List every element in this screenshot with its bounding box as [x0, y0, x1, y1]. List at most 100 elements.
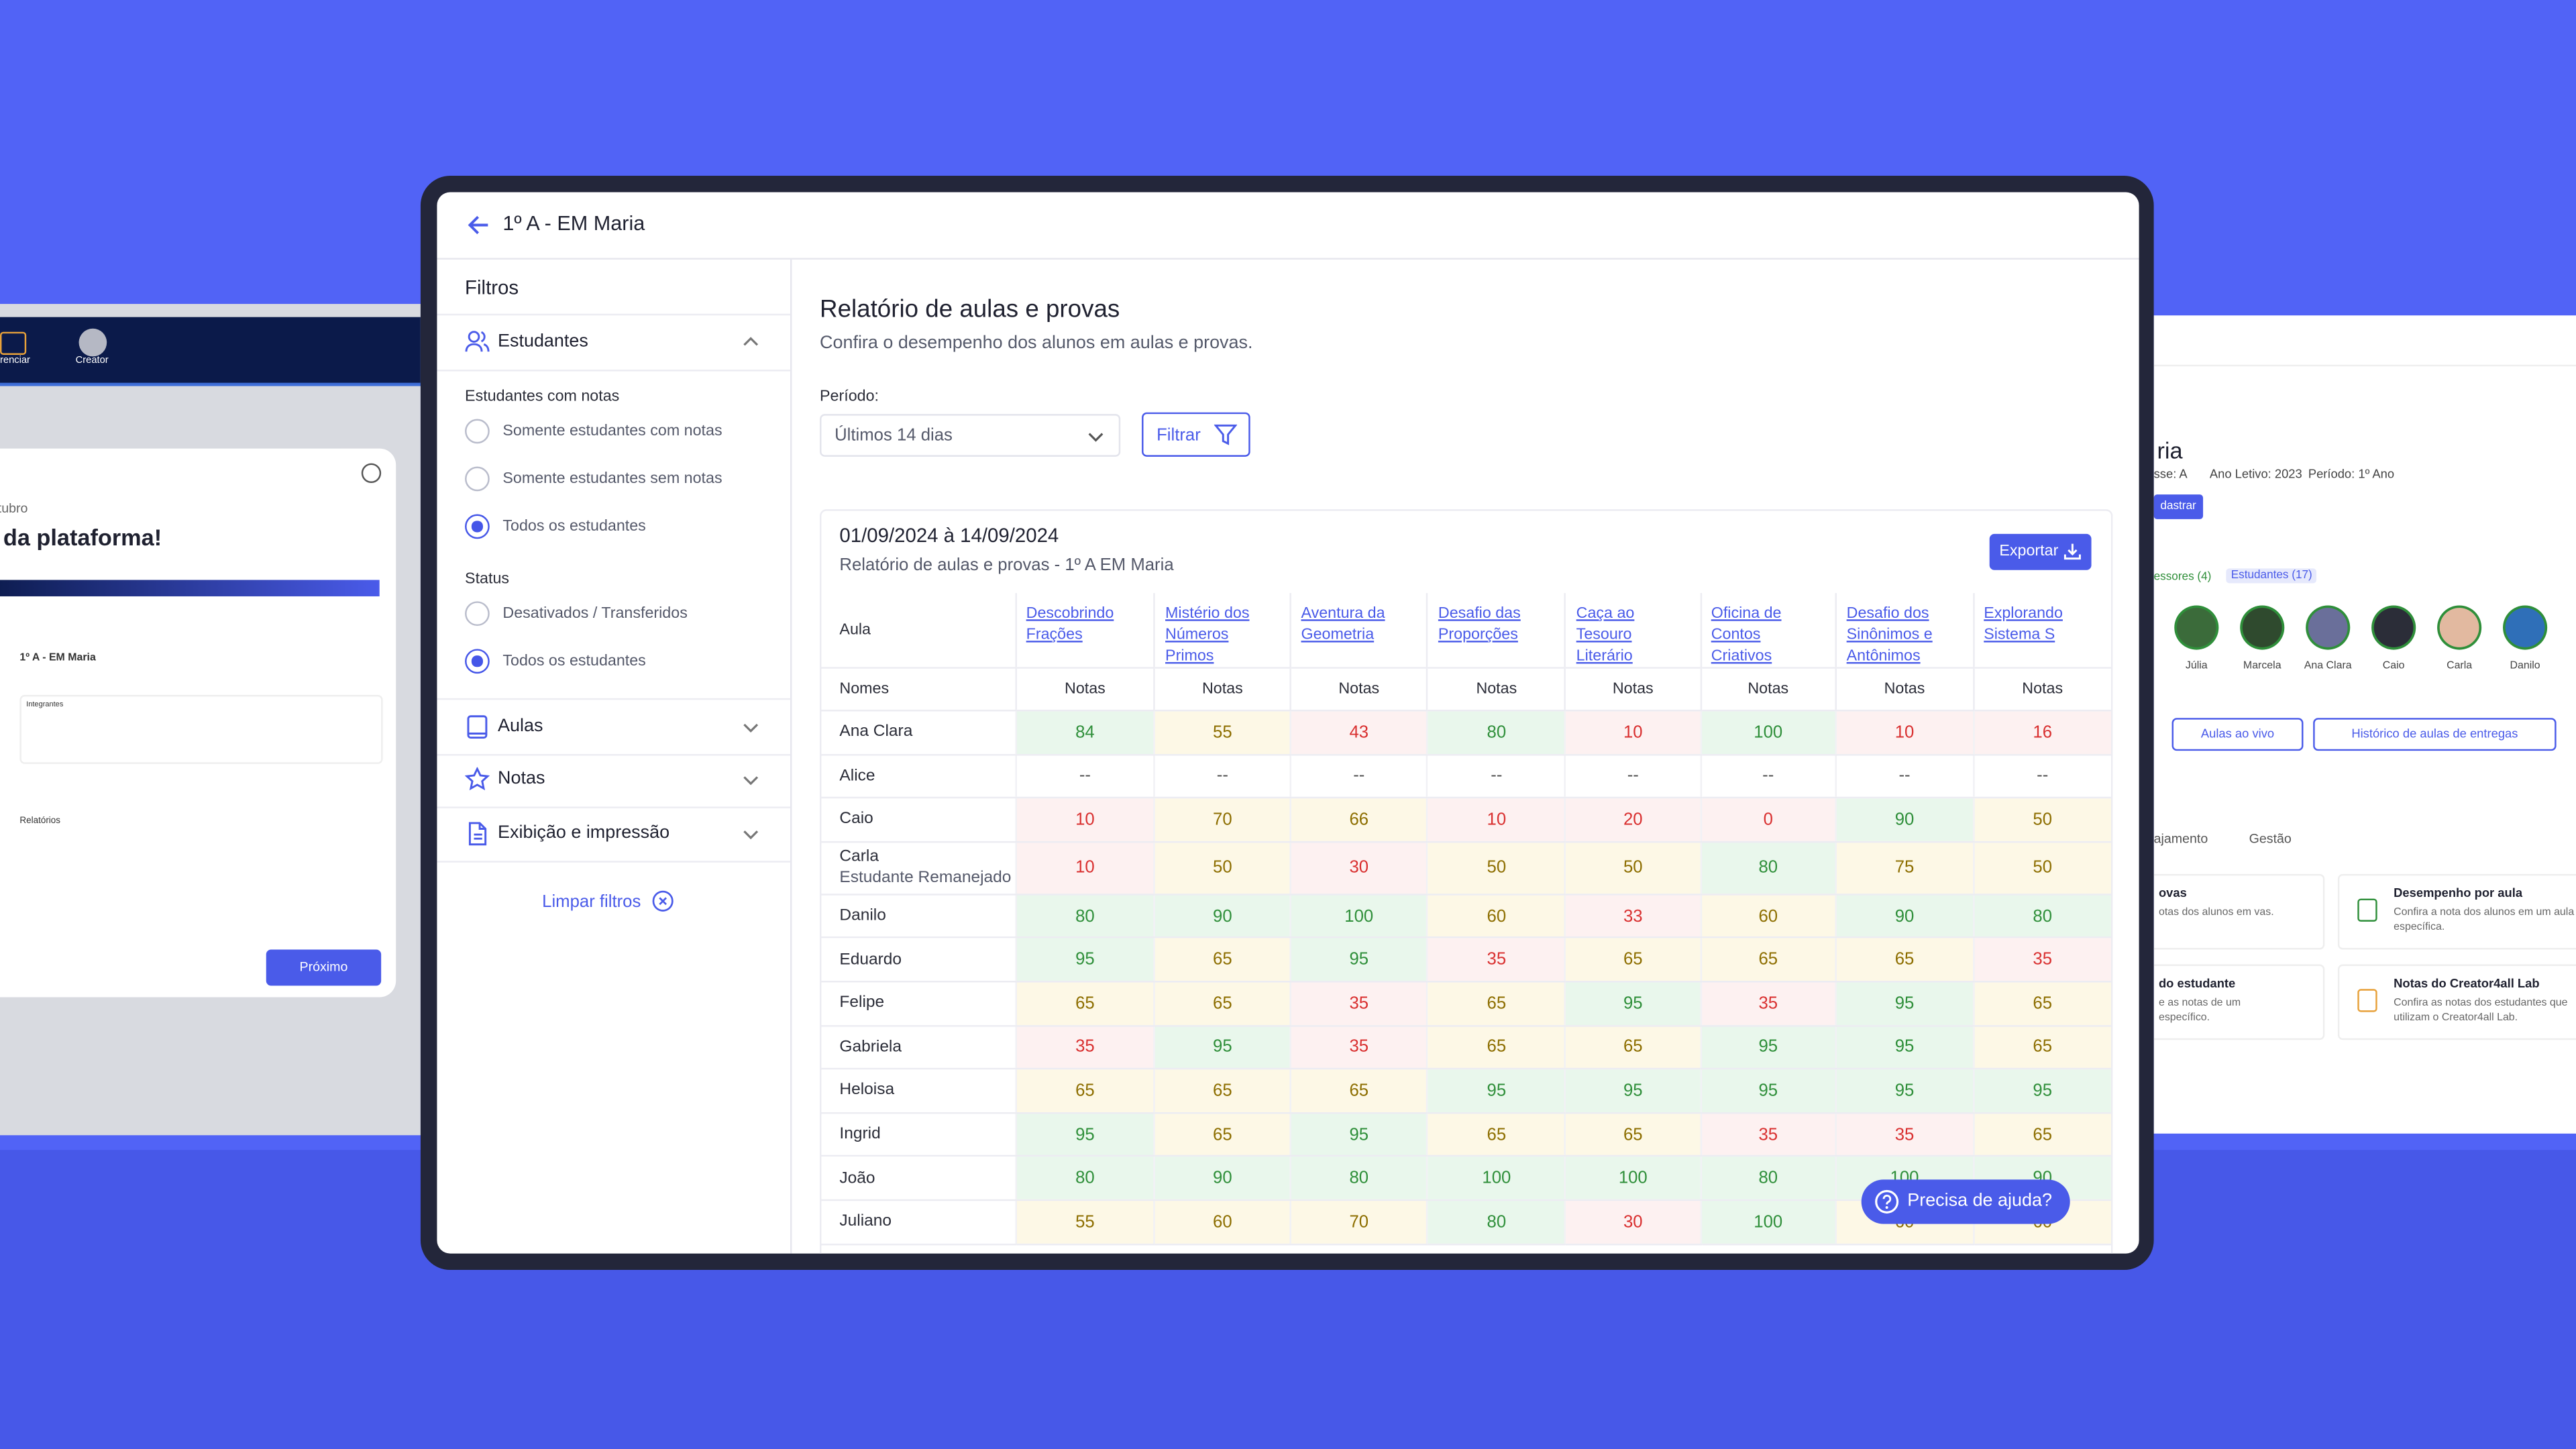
grade-cell: 95: [1564, 1069, 1701, 1114]
help-icon: [1875, 1189, 1899, 1214]
register-button[interactable]: dastrar: [2153, 494, 2203, 519]
next-button[interactable]: Próximo: [266, 949, 382, 986]
radio[interactable]: [465, 601, 490, 627]
grade-cell: 100: [1699, 710, 1836, 755]
lesson-link[interactable]: Desafio das Proporções: [1426, 593, 1566, 669]
grade-cell: 70: [1153, 798, 1291, 843]
report-card[interactable]: Notas do Creator4all Lab Confira as notas…: [2337, 964, 2576, 1040]
action-button[interactable]: Aulas ao vivo: [2171, 718, 2304, 751]
grade-cell: 50: [1972, 841, 2111, 896]
section-icon: [467, 715, 488, 739]
icon-part: [465, 767, 490, 791]
mini-reports: Relatórios: [19, 816, 61, 826]
student-name: Gabriela: [839, 1038, 902, 1057]
grade-cell: 30: [1564, 1199, 1701, 1245]
filter-button[interactable]: Filtrar: [1142, 412, 1250, 457]
tab[interactable]: Estudantes (17): [2226, 568, 2318, 584]
grade-cell: 50: [1972, 798, 2111, 843]
header-row: Aula Descobrindo Frações Mistério dos Núme…: [821, 593, 2111, 669]
student-cell: Felipe: [821, 981, 1016, 1026]
tab[interactable]: essores (4): [2153, 572, 2212, 584]
nav-item: Creator: [75, 356, 109, 367]
icon-part: [743, 776, 759, 786]
left-mockup: renciar Creator Outubro da plataforma! 1…: [0, 304, 421, 1136]
chevron-up: [743, 337, 759, 346]
student-name: Caio: [839, 810, 873, 829]
grade-cell: 90: [1153, 1156, 1291, 1201]
lesson-link[interactable]: Aventura da Geometria: [1289, 593, 1428, 669]
filter-section[interactable]: Aulas: [437, 698, 790, 756]
student-cell: Gabriela: [821, 1025, 1016, 1070]
icon-part: [1088, 433, 1104, 442]
icon-part: [652, 890, 674, 912]
student-row: Alice -- -- -- -- -- -- -- --: [821, 754, 2111, 799]
student-cell: Alice: [821, 754, 1016, 799]
report-card[interactable]: do estudante e as notas de um específico.: [2153, 964, 2325, 1040]
help-button[interactable]: Precisa de ajuda?: [1861, 1179, 2070, 1224]
radio[interactable]: [465, 419, 490, 444]
back-arrow[interactable]: [467, 213, 490, 236]
report-tab[interactable]: ajamento: [2153, 831, 2208, 847]
grade-cell: 95: [1835, 981, 1974, 1026]
grade-cell: 50: [1153, 841, 1291, 896]
grade-cell: 20: [1564, 798, 1701, 843]
grade-cell: 80: [1289, 1156, 1428, 1201]
radio-label: Desativados / Transferidos: [502, 604, 688, 623]
lesson-link[interactable]: Descobrindo Frações: [1014, 593, 1155, 669]
lesson-link[interactable]: Desafio dos Sinônimos e Antônimos: [1835, 593, 1974, 669]
students-section[interactable]: Estudantes: [437, 313, 790, 372]
lesson-link[interactable]: Mistério dos Números Primos: [1153, 593, 1291, 669]
radio-label: Todos os estudantes: [502, 652, 646, 671]
lesson-link[interactable]: Explorando Sistema S: [1972, 593, 2111, 669]
grade-cell: 55: [1014, 1199, 1155, 1245]
nav-icon: [0, 331, 27, 355]
lesson-link[interactable]: Caça ao Tesouro Literário: [1564, 593, 1701, 669]
student-row: Felipe 65 65 35 65 95 35 95 65: [821, 981, 2111, 1026]
filter-section[interactable]: Exibição e impressão: [437, 806, 790, 863]
export-button[interactable]: Exportar: [1989, 533, 2092, 570]
student-name: Carla: [2447, 660, 2473, 672]
grades-table: Aula Descobrindo Frações Mistério dos Núme…: [821, 593, 2111, 1245]
report-card[interactable]: ovas otas dos alunos em vas.: [2153, 873, 2325, 950]
grade-cell: 70: [1289, 1199, 1428, 1245]
card-title: Notas do Creator4all Lab: [2394, 975, 2540, 991]
nav-avatar: [78, 328, 107, 357]
filter-label: Filtrar: [1157, 425, 1201, 445]
grade-cell: 65: [1289, 1069, 1428, 1114]
clear-icon: [652, 890, 674, 912]
action-button[interactable]: Histórico de aulas de entregas: [2313, 718, 2557, 751]
icon-part: [743, 723, 759, 733]
student-name: Felipe: [839, 994, 885, 1013]
grade-cell: 50: [1564, 841, 1701, 896]
grade-label: Notas: [1564, 667, 1701, 712]
period-select[interactable]: Últimos 14 dias: [820, 414, 1121, 457]
lesson-label: Aula: [821, 593, 1016, 669]
grade-cell: 65: [1426, 981, 1566, 1026]
radio[interactable]: [465, 649, 490, 674]
grade-cell: 80: [1699, 1156, 1836, 1201]
grade-cell: 60: [1699, 894, 1836, 939]
grade-cell: 10: [1564, 710, 1701, 755]
close-icon[interactable]: [361, 463, 382, 484]
report-tab[interactable]: Gestão: [2249, 831, 2292, 847]
icon-part: [467, 715, 488, 739]
mini-title: 1º A - EM Maria: [19, 652, 96, 664]
radio[interactable]: [465, 514, 490, 539]
report-title: Relatório de aulas e provas: [820, 295, 1120, 324]
radio[interactable]: [465, 466, 490, 492]
report-card[interactable]: Desempenho por aula Confira a nota dos al…: [2337, 873, 2576, 950]
grade-cell: 66: [1289, 798, 1428, 843]
lesson-link[interactable]: Oficina de Contos Criativos: [1699, 593, 1836, 669]
group-label: Status: [465, 570, 510, 588]
grade-cell: 33: [1564, 894, 1701, 939]
grade-cell: 95: [1014, 1112, 1155, 1157]
modal-month: Outubro: [0, 500, 28, 516]
chevron-down: [1088, 433, 1104, 442]
grade-cell: 95: [1289, 1112, 1428, 1157]
student-name: Ingrid: [839, 1125, 881, 1144]
student-name: João: [839, 1169, 875, 1187]
clear-filters[interactable]: Limpar filtros: [542, 890, 674, 912]
filter-section[interactable]: Notas: [437, 753, 790, 808]
grade-label: Notas: [1699, 667, 1836, 712]
chevron-down: [743, 830, 759, 840]
